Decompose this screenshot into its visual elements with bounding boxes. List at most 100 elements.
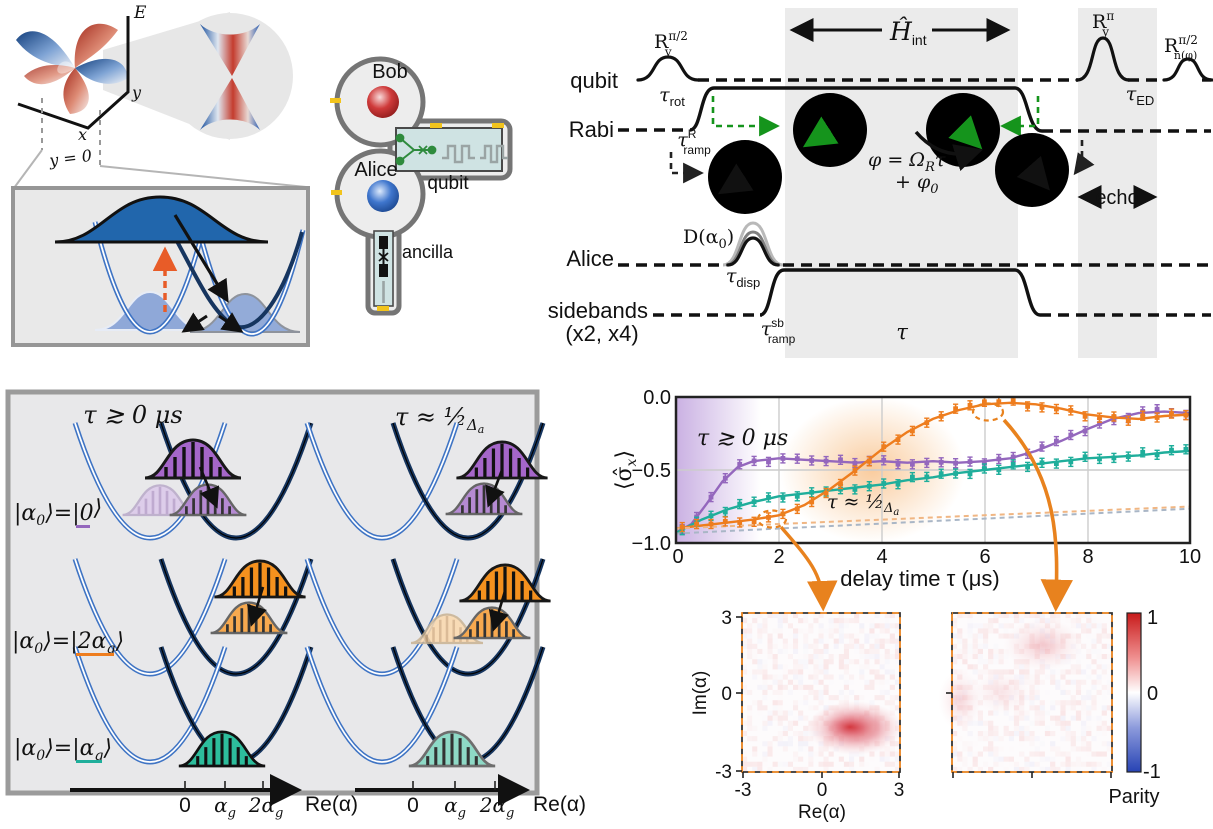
tau-rot-label: τrot: [659, 84, 685, 109]
coupling-ports: [330, 98, 504, 311]
rabi-envelope: [689, 86, 1043, 133]
tau-rampsb-label: τsb ramp: [761, 316, 796, 346]
echo-elbow-arrow: [1073, 140, 1095, 176]
ytick-1: −1.0: [632, 533, 671, 555]
w1-xlabel: Re(α): [798, 802, 846, 823]
xaxis-label: delay time τ (μs): [840, 566, 1000, 591]
axis2-tick-0: 0: [407, 794, 419, 817]
sidebands-row-label2: (x2, x4): [565, 321, 638, 346]
transmon-qubit: [395, 133, 437, 166]
hint-label: Ĥint: [889, 17, 927, 48]
tau-disp-label: τdisp: [726, 265, 760, 290]
rabi-row-label: Rabi: [569, 117, 614, 142]
slice-label: y = 0: [47, 146, 93, 170]
echo-label: echo: [1095, 187, 1138, 209]
wells-title-col1: τ ≳ 0 μs: [83, 401, 182, 429]
wigner-plot-1: [736, 612, 903, 778]
state-label-row2: |α0⟩=|2αg⟩: [12, 629, 124, 657]
xtick-2: 2: [773, 546, 784, 568]
alice-photon: [367, 180, 399, 212]
excited-packet: [54, 195, 269, 244]
phase-label-line1: φ = ΩRτ: [868, 149, 946, 175]
state-label-row3: |α0⟩=|αg⟩: [14, 736, 112, 764]
slice-guides: [13, 98, 307, 189]
rypi-label: Rπ y: [1092, 9, 1114, 39]
w1-xtick-0: 0: [817, 780, 828, 801]
cone-zoom-callout: [103, 12, 293, 140]
w1-ytick-3: 3: [721, 608, 732, 629]
green-elbow-left: [711, 96, 780, 137]
alice-disp-ghost1: [722, 221, 784, 267]
chart-frame: [674, 395, 1192, 545]
re-axis-col2: [355, 774, 530, 806]
bob-photon: [367, 86, 399, 118]
w1-ytick-0: 0: [721, 684, 732, 705]
axis1-tick-ag: αg: [214, 793, 236, 821]
xtick-0: 0: [672, 546, 683, 568]
wells-panel-frame: [5, 389, 540, 796]
xtick-10: 10: [1179, 546, 1201, 568]
axis-y-label: y: [131, 83, 142, 102]
readout-meanders: [442, 144, 508, 164]
axis-x-label: x: [78, 125, 87, 144]
panel-pulse-sequence: Ĥint qubit Rπ/2 y τrot Rπ y τED Rπ/2 n(φ) R…: [548, 8, 1213, 358]
qubit-label: qubit: [427, 173, 469, 194]
wavepacket-box: [11, 186, 310, 347]
cone-upper: [200, 24, 260, 76]
alice-row-label: Alice: [566, 246, 614, 271]
rn-label: Rπ/2 n(φ): [1164, 33, 1198, 62]
ry90-label: Rπ/2 y: [654, 29, 688, 59]
decay-arrow: [173, 214, 229, 303]
alice-disp-pulse: [726, 236, 780, 267]
panel-sigmax-chart: 0.0 −0.5 −1.0 0 2 4 6 8 10 delay time τ …: [612, 387, 1201, 591]
annotation-tauhalf: τ ≈ ½Δa: [827, 491, 899, 518]
ytick-05: −0.5: [632, 460, 671, 482]
parity-colorbar: [1126, 612, 1142, 773]
cone-lower: [200, 78, 260, 130]
panel-wigner: 3 0 -3 -3 0 3 Im(α) Re(α) 1 0 -1 Parity: [690, 607, 1161, 823]
state-underline-row1: [76, 525, 90, 528]
state-label-row1: |α0⟩=|0⟩: [14, 496, 102, 529]
sb-envelope: [759, 268, 1041, 317]
qubit-pulse-rypi: [1075, 36, 1131, 82]
ytick-0: 0.0: [643, 387, 671, 409]
axis1-tick-0: 0: [179, 794, 191, 817]
phase-label-line2: + φ0: [895, 171, 939, 197]
yaxis-label: ⟨σ̂x⟩: [612, 450, 640, 490]
xtick-6: 6: [979, 546, 990, 568]
cbar-tick-1: 1: [1147, 607, 1158, 629]
split-arrow-left: [181, 312, 208, 333]
w1-xtick-m3: -3: [735, 780, 752, 801]
ground-packet-right: [189, 292, 301, 333]
w1-xtick-3: 3: [894, 780, 905, 801]
w1-ylabel: Im(α): [690, 671, 711, 716]
sidebands-row-label1: sidebands: [548, 298, 648, 323]
ancilla-junction: [378, 236, 389, 303]
w1-ytick-m3: -3: [715, 762, 732, 783]
split-arrow-right: [218, 312, 244, 333]
xtick-8: 8: [1082, 546, 1093, 568]
alice-label: Alice: [354, 159, 397, 181]
panel-wells: τ ≳ 0 μs τ ≈ ½Δa |α0⟩=|0⟩ |α0⟩=|2αg⟩ |α0…: [5, 389, 586, 821]
surface-3d: [16, 23, 128, 114]
alice-disp-ghost2: [725, 230, 781, 267]
axis1-label: Re(α): [305, 793, 358, 816]
state-underline-row2: [76, 653, 114, 656]
qubit-pulse-ry90: [636, 55, 700, 82]
device-body: [334, 56, 513, 316]
cbar-label: Parity: [1108, 786, 1159, 808]
chart-series: [676, 397, 1190, 536]
axis-e-label: E: [133, 3, 147, 23]
ancilla-label: ancilla: [402, 242, 454, 262]
qubit-row-label: qubit: [570, 68, 618, 93]
axis2-label: Re(α): [533, 793, 586, 816]
panel-device: Bob Alice qubit ancilla: [330, 56, 513, 316]
disp-label: D(α0): [683, 226, 734, 252]
tau-ed-label: τED: [1126, 83, 1155, 108]
cbar-tick-0: 0: [1147, 683, 1158, 705]
annotation-tau0: τ ≳ 0 μs: [697, 426, 788, 451]
panel-conical-intersection: E x y y = 0: [11, 3, 310, 347]
cbar-tick-m1: -1: [1143, 761, 1161, 783]
qubit-pulse-rn: [1162, 57, 1213, 82]
